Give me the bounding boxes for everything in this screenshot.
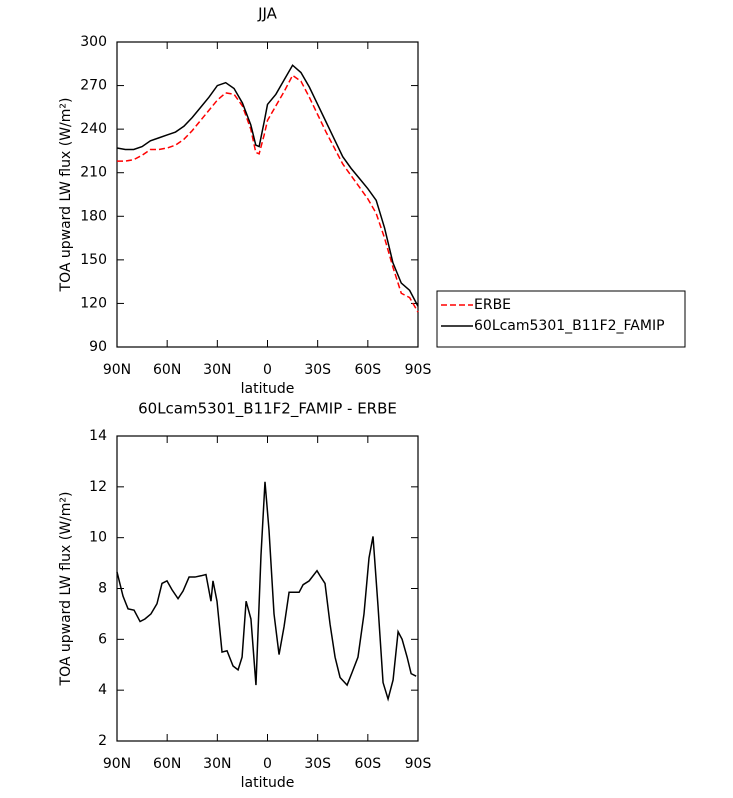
chart-title: JJA [257, 5, 278, 23]
y-axis-label: TOA upward LW flux (W/m²) [58, 98, 74, 293]
x-axis-label: latitude [241, 775, 295, 791]
x-tick-label: 90N [103, 756, 131, 772]
y-tick-label: 150 [80, 252, 107, 268]
legend-label: 60Lcam5301_B11F2_FAMIP [474, 318, 665, 334]
y-tick-label: 270 [80, 78, 107, 94]
x-tick-label: 30S [304, 362, 331, 378]
y-tick-label: 6 [98, 631, 107, 647]
x-tick-label: 60N [153, 756, 181, 772]
chart-title: 60Lcam5301_B11F2_FAMIP - ERBE [138, 400, 397, 419]
y-tick-label: 2 [98, 733, 107, 749]
y-tick-label: 10 [89, 530, 107, 546]
y-tick-label: 12 [89, 479, 107, 495]
x-tick-label: 90S [405, 362, 432, 378]
x-axis-label: latitude [241, 381, 295, 397]
legend-box [436, 290, 686, 348]
y-tick-label: 240 [80, 121, 107, 137]
line-series [116, 64, 419, 307]
y-tick-label: 8 [98, 581, 107, 597]
plot-frame [116, 435, 419, 742]
legend-label: ERBE [474, 297, 511, 313]
y-tick-label: 90 [89, 339, 107, 355]
y-tick-label: 300 [80, 34, 107, 50]
x-tick-label: 90S [405, 756, 432, 772]
x-tick-label: 60S [354, 756, 381, 772]
y-tick-label: 120 [80, 295, 107, 311]
x-tick-label: 60N [153, 362, 181, 378]
y-tick-label: 210 [80, 165, 107, 181]
x-tick-label: 0 [263, 362, 272, 378]
y-tick-label: 4 [98, 682, 107, 698]
y-tick-label: 180 [80, 208, 107, 224]
y-axis-label: TOA upward LW flux (W/m²) [58, 492, 74, 687]
x-tick-label: 90N [103, 362, 131, 378]
x-tick-label: 0 [263, 756, 272, 772]
line-series [117, 74, 419, 313]
y-tick-label: 14 [89, 428, 107, 444]
line-series [116, 481, 417, 702]
x-tick-label: 60S [354, 362, 381, 378]
x-tick-label: 30N [203, 756, 231, 772]
x-tick-label: 30N [203, 362, 231, 378]
x-tick-label: 30S [304, 756, 331, 772]
